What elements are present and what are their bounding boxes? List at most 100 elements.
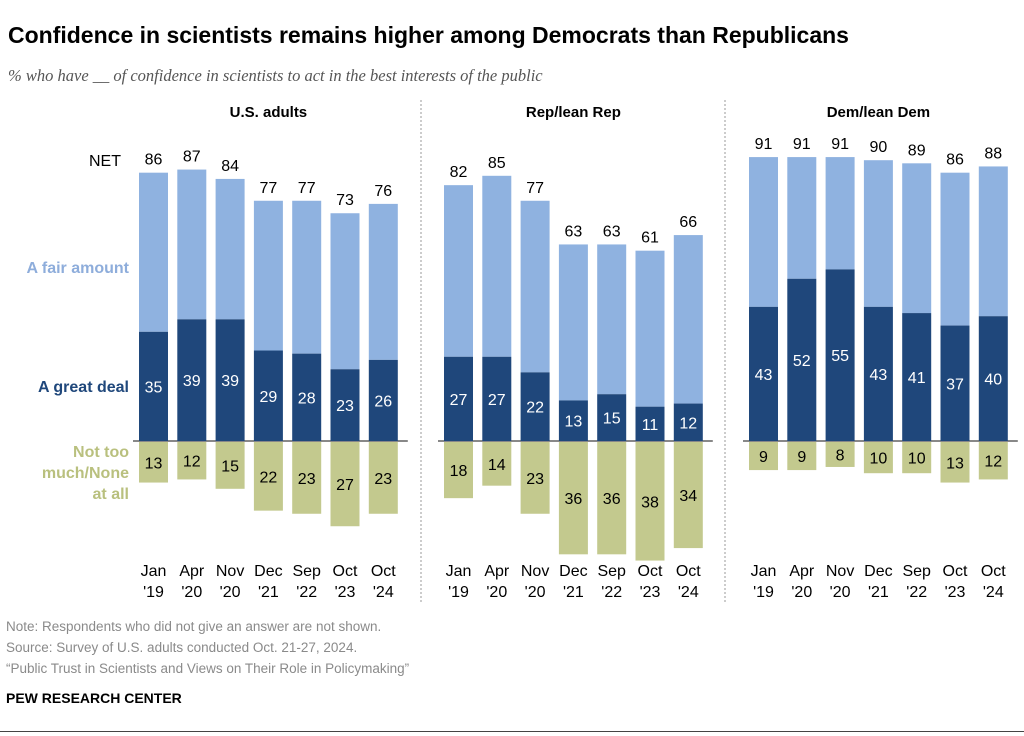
bar-not-too-much bbox=[825, 442, 855, 467]
brand-logo-text: PEW RESEARCH CENTER bbox=[6, 690, 182, 706]
great-deal-value-label: 43 bbox=[870, 367, 888, 384]
bar-great-deal bbox=[940, 325, 970, 441]
bar-fair-amount bbox=[787, 157, 817, 279]
not-too-much-value-label: 13 bbox=[145, 455, 163, 472]
row-label-net: NET bbox=[89, 153, 121, 170]
not-too-much-value-label: 10 bbox=[870, 451, 888, 468]
x-tick-label-year: '20 bbox=[220, 584, 241, 601]
bar-fair-amount bbox=[215, 178, 245, 320]
bar-not-too-much bbox=[635, 442, 665, 561]
not-too-much-value-label: 36 bbox=[603, 491, 621, 508]
bar-great-deal bbox=[215, 319, 245, 441]
bar-fair-amount bbox=[292, 200, 322, 354]
not-too-much-value-label: 12 bbox=[984, 454, 1002, 471]
bar-great-deal bbox=[902, 313, 932, 441]
bar-not-too-much bbox=[673, 442, 703, 549]
net-value-label: 77 bbox=[260, 180, 278, 197]
bottom-rule bbox=[0, 731, 1024, 732]
row-label-great-deal: A great deal bbox=[38, 379, 129, 396]
great-deal-value-label: 39 bbox=[221, 373, 239, 390]
x-tick-label-year: '20 bbox=[791, 584, 812, 601]
bar-fair-amount bbox=[673, 235, 703, 404]
bar-fair-amount bbox=[635, 250, 665, 407]
net-value-label: 63 bbox=[603, 223, 621, 240]
bar-great-deal bbox=[597, 394, 627, 441]
great-deal-value-label: 35 bbox=[145, 379, 163, 396]
not-too-much-value-label: 23 bbox=[374, 471, 392, 488]
bar-great-deal bbox=[177, 319, 207, 441]
report-line: “Public Trust in Scientists and Views on… bbox=[6, 661, 410, 676]
bar-not-too-much bbox=[330, 442, 360, 527]
bar-great-deal bbox=[749, 306, 778, 441]
net-value-label: 91 bbox=[755, 136, 773, 153]
bar-great-deal bbox=[978, 316, 1008, 441]
chart-title: Confidence in scientists remains higher … bbox=[8, 22, 849, 48]
bar-great-deal bbox=[139, 331, 168, 441]
x-tick-label-year: '21 bbox=[258, 584, 279, 601]
panel-title: Dem/lean Dem bbox=[827, 104, 930, 121]
bar-fair-amount bbox=[749, 157, 778, 307]
x-tick-label-year: '21 bbox=[563, 584, 584, 601]
not-too-much-value-label: 38 bbox=[641, 494, 659, 511]
not-too-much-value-label: 34 bbox=[679, 488, 697, 505]
x-tick-label-year: '24 bbox=[983, 584, 1004, 601]
bar-not-too-much bbox=[215, 442, 245, 489]
x-tick-label-year: '23 bbox=[945, 584, 966, 601]
x-tick-label-month: Nov bbox=[216, 563, 244, 580]
bar-great-deal bbox=[787, 278, 817, 441]
net-value-label: 86 bbox=[145, 152, 163, 169]
great-deal-value-label: 23 bbox=[336, 398, 354, 415]
not-too-much-value-label: 15 bbox=[221, 458, 239, 475]
bar-fair-amount bbox=[597, 244, 627, 395]
bar-not-too-much bbox=[482, 442, 512, 486]
great-deal-value-label: 52 bbox=[793, 353, 811, 370]
bar-not-too-much bbox=[444, 442, 473, 499]
bar-great-deal bbox=[482, 356, 512, 441]
great-deal-value-label: 55 bbox=[831, 348, 849, 365]
bar-great-deal bbox=[635, 406, 665, 441]
row-label-not-too-much: much/None bbox=[42, 465, 129, 482]
x-tick-label-month: Dec bbox=[864, 563, 892, 580]
bar-great-deal bbox=[673, 403, 703, 441]
great-deal-value-label: 12 bbox=[679, 415, 697, 432]
x-tick-label-year: '20 bbox=[486, 584, 507, 601]
not-too-much-value-label: 8 bbox=[836, 447, 845, 464]
bar-not-too-much bbox=[139, 442, 168, 483]
x-tick-label-year: '23 bbox=[335, 584, 356, 601]
x-tick-label-year: '24 bbox=[373, 584, 394, 601]
x-tick-label-month: Oct bbox=[638, 563, 663, 580]
great-deal-value-label: 43 bbox=[755, 367, 773, 384]
x-tick-label-year: '19 bbox=[753, 584, 774, 601]
x-tick-label-year: '19 bbox=[448, 584, 469, 601]
x-tick-label-month: Oct bbox=[981, 563, 1006, 580]
not-too-much-value-label: 23 bbox=[526, 471, 544, 488]
net-value-label: 91 bbox=[831, 136, 849, 153]
x-tick-label-month: Oct bbox=[333, 563, 358, 580]
bar-not-too-much bbox=[368, 442, 398, 514]
x-tick-label-year: '20 bbox=[181, 584, 202, 601]
x-tick-label-year: '21 bbox=[868, 584, 889, 601]
bar-fair-amount bbox=[863, 160, 893, 307]
net-value-label: 86 bbox=[946, 152, 964, 169]
chart-subtitle: % who have __ of confidence in scientist… bbox=[8, 66, 543, 85]
bar-great-deal bbox=[368, 359, 398, 441]
not-too-much-value-label: 22 bbox=[260, 469, 278, 486]
x-tick-label-month: Sep bbox=[292, 563, 321, 580]
not-too-much-value-label: 23 bbox=[298, 471, 316, 488]
net-value-label: 77 bbox=[298, 180, 316, 197]
great-deal-value-label: 37 bbox=[946, 376, 964, 393]
x-tick-label-year: '24 bbox=[678, 584, 699, 601]
net-value-label: 90 bbox=[870, 139, 888, 156]
great-deal-value-label: 26 bbox=[374, 393, 392, 410]
notes: Note: Respondents who did not give an an… bbox=[6, 616, 409, 679]
not-too-much-value-label: 9 bbox=[797, 449, 806, 466]
x-tick-label-month: Apr bbox=[789, 563, 815, 580]
x-tick-label-year: '22 bbox=[601, 584, 622, 601]
great-deal-value-label: 27 bbox=[450, 392, 468, 409]
bar-not-too-much bbox=[177, 442, 207, 480]
not-too-much-value-label: 9 bbox=[759, 449, 768, 466]
x-tick-label-month: Jan bbox=[141, 563, 167, 580]
x-tick-label-month: Oct bbox=[371, 563, 396, 580]
great-deal-value-label: 41 bbox=[908, 370, 926, 387]
